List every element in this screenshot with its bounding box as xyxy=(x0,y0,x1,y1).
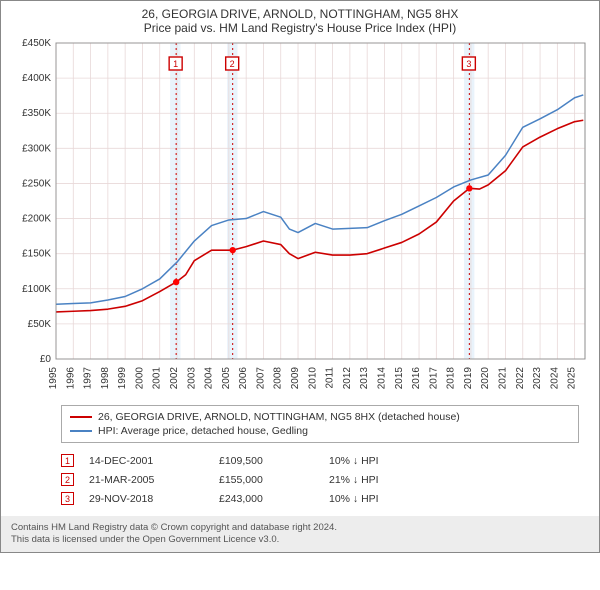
legend-item: HPI: Average price, detached house, Gedl… xyxy=(70,424,570,438)
svg-text:2022: 2022 xyxy=(515,367,526,390)
chart-container: 26, GEORGIA DRIVE, ARNOLD, NOTTINGHAM, N… xyxy=(0,0,600,553)
svg-text:2015: 2015 xyxy=(394,367,405,390)
svg-text:2013: 2013 xyxy=(359,367,370,390)
svg-text:2004: 2004 xyxy=(204,367,215,390)
sale-price: £155,000 xyxy=(219,474,329,486)
sale-price: £243,000 xyxy=(219,493,329,505)
table-row: 3 29-NOV-2018 £243,000 10% ↓ HPI xyxy=(61,489,579,508)
legend-swatch xyxy=(70,416,92,418)
title-line-2: Price paid vs. HM Land Registry's House … xyxy=(11,21,589,35)
svg-text:1999: 1999 xyxy=(117,367,128,390)
svg-text:2: 2 xyxy=(230,59,235,69)
sale-delta: 10% ↓ HPI xyxy=(329,455,579,467)
svg-text:1998: 1998 xyxy=(100,367,111,390)
sale-price: £109,500 xyxy=(219,455,329,467)
footer-attribution: Contains HM Land Registry data © Crown c… xyxy=(1,516,599,552)
svg-text:2010: 2010 xyxy=(307,367,318,390)
title-block: 26, GEORGIA DRIVE, ARNOLD, NOTTINGHAM, N… xyxy=(1,1,599,39)
table-row: 1 14-DEC-2001 £109,500 10% ↓ HPI xyxy=(61,451,579,470)
svg-text:2009: 2009 xyxy=(290,367,301,390)
chart-plot: £0 £50K £100K £150K £200K £250K £300K £350K £400… xyxy=(1,39,599,399)
svg-text:2025: 2025 xyxy=(567,367,578,390)
sales-table: 1 14-DEC-2001 £109,500 10% ↓ HPI 2 21-MA… xyxy=(61,451,579,508)
svg-text:2023: 2023 xyxy=(532,367,543,390)
svg-text:£100K: £100K xyxy=(22,284,51,295)
svg-text:1997: 1997 xyxy=(83,367,94,390)
sale-marker: 1 xyxy=(61,454,74,467)
svg-text:£250K: £250K xyxy=(22,178,51,189)
svg-text:2002: 2002 xyxy=(169,367,180,390)
legend-label: HPI: Average price, detached house, Gedl… xyxy=(98,425,308,437)
svg-text:2006: 2006 xyxy=(238,367,249,390)
svg-text:2021: 2021 xyxy=(497,367,508,390)
footer-line-1: Contains HM Land Registry data © Crown c… xyxy=(11,522,589,534)
svg-text:2018: 2018 xyxy=(446,367,457,390)
sale-date: 21-MAR-2005 xyxy=(89,474,219,486)
svg-text:2003: 2003 xyxy=(186,367,197,390)
svg-text:2001: 2001 xyxy=(152,367,163,390)
svg-text:1: 1 xyxy=(173,59,178,69)
svg-text:2011: 2011 xyxy=(325,367,336,389)
table-row: 2 21-MAR-2005 £155,000 21% ↓ HPI xyxy=(61,470,579,489)
svg-text:£50K: £50K xyxy=(28,319,52,330)
svg-text:2016: 2016 xyxy=(411,367,422,390)
footer-line-2: This data is licensed under the Open Gov… xyxy=(11,534,589,546)
svg-text:2005: 2005 xyxy=(221,367,232,390)
title-line-1: 26, GEORGIA DRIVE, ARNOLD, NOTTINGHAM, N… xyxy=(11,7,589,21)
sale-date: 29-NOV-2018 xyxy=(89,493,219,505)
svg-text:3: 3 xyxy=(466,59,471,69)
svg-text:2007: 2007 xyxy=(255,367,266,390)
svg-text:£450K: £450K xyxy=(22,39,51,49)
sale-delta: 10% ↓ HPI xyxy=(329,493,579,505)
svg-text:1995: 1995 xyxy=(48,367,59,390)
sale-marker: 2 xyxy=(61,473,74,486)
svg-text:£0: £0 xyxy=(40,354,52,365)
svg-text:£300K: £300K xyxy=(22,143,51,154)
legend-swatch xyxy=(70,430,92,432)
sale-marker: 3 xyxy=(61,492,74,505)
svg-text:2024: 2024 xyxy=(549,367,560,390)
svg-text:2020: 2020 xyxy=(480,367,491,390)
svg-text:2014: 2014 xyxy=(376,367,387,390)
svg-text:2019: 2019 xyxy=(463,367,474,390)
sale-delta: 21% ↓ HPI xyxy=(329,474,579,486)
svg-text:2012: 2012 xyxy=(342,367,353,390)
svg-text:2008: 2008 xyxy=(273,367,284,390)
svg-text:2000: 2000 xyxy=(134,367,145,390)
svg-text:£350K: £350K xyxy=(22,108,51,119)
svg-text:£400K: £400K xyxy=(22,73,51,84)
legend: 26, GEORGIA DRIVE, ARNOLD, NOTTINGHAM, N… xyxy=(61,405,579,443)
svg-text:£200K: £200K xyxy=(22,214,51,225)
svg-text:£150K: £150K xyxy=(22,249,51,260)
svg-text:1996: 1996 xyxy=(65,367,76,390)
svg-text:2017: 2017 xyxy=(428,367,439,390)
legend-item: 26, GEORGIA DRIVE, ARNOLD, NOTTINGHAM, N… xyxy=(70,410,570,424)
sale-date: 14-DEC-2001 xyxy=(89,455,219,467)
legend-label: 26, GEORGIA DRIVE, ARNOLD, NOTTINGHAM, N… xyxy=(98,411,460,423)
